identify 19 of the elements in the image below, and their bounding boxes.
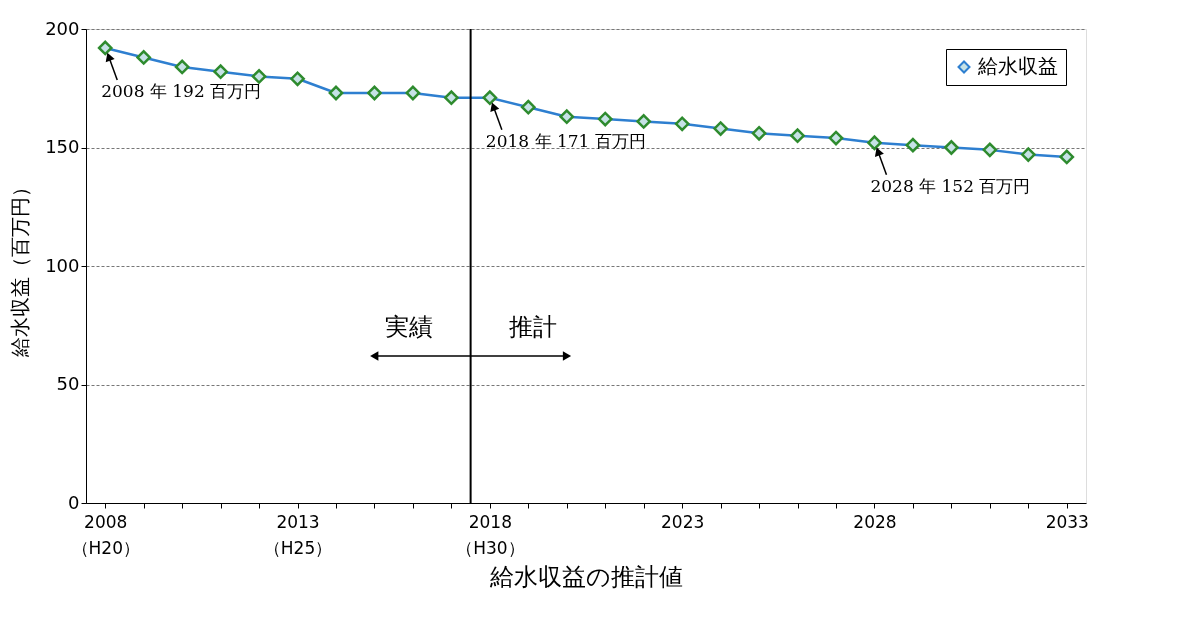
x-tick-label: 2033 (1045, 511, 1089, 532)
annotation: 2018 年 171 百万円 (485, 130, 646, 151)
y-tick-label: 200 (45, 17, 80, 39)
annotation: 実績 (384, 313, 433, 342)
x-tick-label: 2008 （H20） (71, 511, 140, 558)
x-tick-label: 2018 （H30） (456, 511, 525, 558)
annotation: 2008 年 192 百万円 (101, 80, 262, 101)
text: 給水収益の推計値 (488, 563, 683, 591)
y-tick-label: 50 (56, 373, 80, 394)
y-axis-title: 給水収益（百万円） (8, 176, 33, 358)
legend-label: 給水収益 (977, 54, 1058, 78)
x-tick-label: 2028 (853, 511, 897, 532)
y-tick-label: 0 (68, 491, 80, 513)
y-tick-label: 150 (45, 136, 80, 157)
y-tick-label: 100 (45, 254, 80, 276)
annotation: 推計 (508, 313, 557, 342)
x-tick-label: 2013 （H25） (263, 511, 333, 558)
annotation: 2028 年 152 百万円 (870, 175, 1031, 196)
x-tick-label: 2023 (661, 511, 705, 532)
